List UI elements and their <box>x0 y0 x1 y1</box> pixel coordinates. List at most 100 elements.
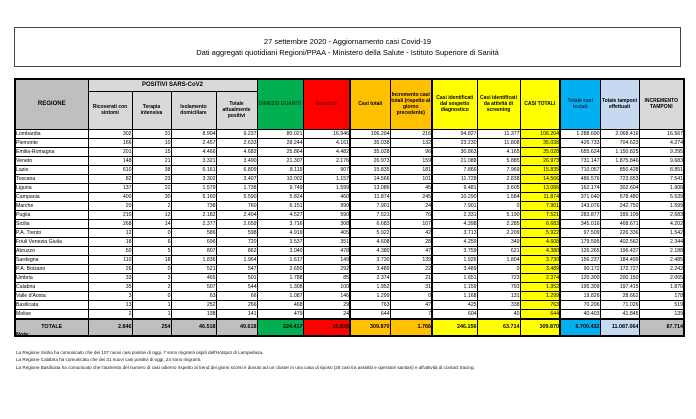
region-name: Puglia <box>14 209 89 220</box>
region-name: Liguria <box>14 182 89 193</box>
table-row: Veneto 148 21 3.321 3.490 21.307 2.176 26.973 15… <box>14 155 685 166</box>
table-cell: 1.926 <box>431 254 478 265</box>
table-cell: 907 <box>302 164 351 175</box>
table-cell: 399.109 <box>599 209 640 220</box>
col-header-ricoverati: Ricoverati con sintomi <box>87 90 133 130</box>
table-cell: 468 <box>256 299 304 310</box>
table-cell: 1.952 <box>519 281 561 292</box>
table-cell: 12 <box>131 209 172 220</box>
table-cell: 1.836 <box>170 254 217 265</box>
table-cell: 35 <box>87 281 133 292</box>
table-cell: 10.002 <box>256 173 304 184</box>
table-cell: 4.398 <box>431 218 478 229</box>
table-cell: 400 <box>87 191 133 202</box>
table-cell: 3.730 <box>519 254 561 265</box>
table-row: Abruzzo 50 5 807 862 3.040 478 4.380 47 3.759 621 4… <box>14 245 685 256</box>
table-cell: 16.567 <box>638 128 685 139</box>
table-cell: 3.489 <box>519 263 561 274</box>
table-cell: 31 <box>131 128 172 139</box>
table-cell: 807 <box>170 245 217 256</box>
table-cell: 402.562 <box>599 236 640 247</box>
table-cell: 5.922 <box>519 227 561 238</box>
table-cell: 35.038 <box>519 137 561 148</box>
table-cell: 35.038 <box>349 137 391 148</box>
table-cell: 3.759 <box>431 245 478 256</box>
table-cell: 31 <box>389 281 433 292</box>
table-cell: 4.202 <box>638 218 685 229</box>
table-cell: 486.576 <box>559 173 601 184</box>
table-row: Umbria 33 3 465 501 1.788 85 2.374 21 1.651 723 2.3… <box>14 272 685 283</box>
table-cell: 1.159 <box>431 281 478 292</box>
table-cell: 132 <box>389 137 433 148</box>
table-cell: 7.541 <box>638 173 685 184</box>
region-name: P.A. Trento <box>14 227 89 238</box>
table-cell: 6.161 <box>170 164 217 175</box>
table-cell: 610 <box>87 164 133 175</box>
table-cell: 33 <box>87 272 133 283</box>
table-cell: 4.919 <box>256 227 304 238</box>
table-cell: 0 <box>131 290 172 301</box>
table-cell: 644 <box>349 308 391 319</box>
table-cell: 704.623 <box>599 137 640 148</box>
table-row: Sardegna 110 18 1.836 1.964 1.617 149 3.730 139 1… <box>14 254 685 265</box>
region-name: Campania <box>14 191 89 202</box>
table-cell: 7.866 <box>431 164 478 175</box>
note-line-basilicata: La Regione Basilicata ha comunicato che … <box>16 364 475 370</box>
table-cell: 9.237 <box>215 128 258 139</box>
table-cell: 166 <box>87 137 133 148</box>
region-name: Umbria <box>14 272 89 283</box>
table-cell: 184.499 <box>599 254 640 265</box>
table-cell: 106.204 <box>349 128 391 139</box>
table-cell: 141 <box>215 308 258 319</box>
table-cell: 723.653 <box>599 173 640 184</box>
table-cell: 216 <box>389 128 433 139</box>
table-cell: 621 <box>476 245 521 256</box>
table-cell: 80.021 <box>256 128 304 139</box>
table-cell: 760 <box>215 200 258 211</box>
table-cell: 107 <box>389 218 433 229</box>
table-cell: 11.808 <box>476 137 521 148</box>
table-row: Molise 2 1 138 141 479 24 644 7 604 40 644 40.403 41.… <box>14 308 685 319</box>
table-cell: 1.288.690 <box>559 128 601 139</box>
region-name: Sicilia <box>14 218 89 229</box>
table-cell: 38 <box>131 164 172 175</box>
table-cell: 149 <box>302 254 351 265</box>
col-header-casi-screening: Casi identificati da attività di screeni… <box>476 78 521 130</box>
table-row: Liguria 137 22 1.579 1.738 9.749 1.599 13.086 45… <box>14 182 685 193</box>
region-name: Friuli Venezia Giulia <box>14 236 89 247</box>
table-cell: 7.901 <box>349 200 391 211</box>
table-cell: 578.480 <box>599 191 640 202</box>
region-name: Basilicata <box>14 299 89 310</box>
table-cell: 7.901 <box>431 200 478 211</box>
table-cell: 172.727 <box>599 263 640 274</box>
table-cell: 1.584 <box>476 191 521 202</box>
table-cell: 283.877 <box>559 209 601 220</box>
table-cell: 3.407 <box>215 173 258 184</box>
table-cell: 6.683 <box>349 218 391 229</box>
table-row: Basilicata 13 1 252 266 468 29 763 47 425 338 763 70… <box>14 299 685 310</box>
table-cell: 242.750 <box>599 200 640 211</box>
table-cell: 468.671 <box>599 218 640 229</box>
table-cell: 292 <box>302 263 351 274</box>
table-cell: 268 <box>87 218 133 229</box>
table-cell: 850.428 <box>599 164 640 175</box>
table-cell: 5.885 <box>476 155 521 166</box>
table-cell: 351 <box>302 236 351 247</box>
table-cell: 2.331 <box>431 209 478 220</box>
table-row: Valle d'Aosta 3 0 63 66 1.087 146 1.299 0 1.168 13… <box>14 290 685 301</box>
table-cell: 1.542 <box>638 227 685 238</box>
table-cell: 4.380 <box>349 245 391 256</box>
col-header-deceduti: Deceduti <box>302 78 351 130</box>
table-cell: 519 <box>638 299 685 310</box>
table-cell: 308 <box>302 218 351 229</box>
table-cell: 24 <box>302 308 351 319</box>
table-cell: 101 <box>389 173 433 184</box>
table-row: Toscana 82 23 3.302 3.407 10.002 1.157 14.566 10… <box>14 173 685 184</box>
total-cell: 63.714 <box>476 317 521 336</box>
report-title: 27 settembre 2020 - Aggiornamento casi C… <box>263 36 432 46</box>
table-cell: 20 <box>87 200 133 211</box>
table-cell: 11.874 <box>519 191 561 202</box>
table-total-row: TOTALE 2.846 254 46.518 49.618 224.417 35.835 3… <box>14 317 685 336</box>
table-cell: 4.274 <box>638 137 685 148</box>
table-cell: 148 <box>87 155 133 166</box>
